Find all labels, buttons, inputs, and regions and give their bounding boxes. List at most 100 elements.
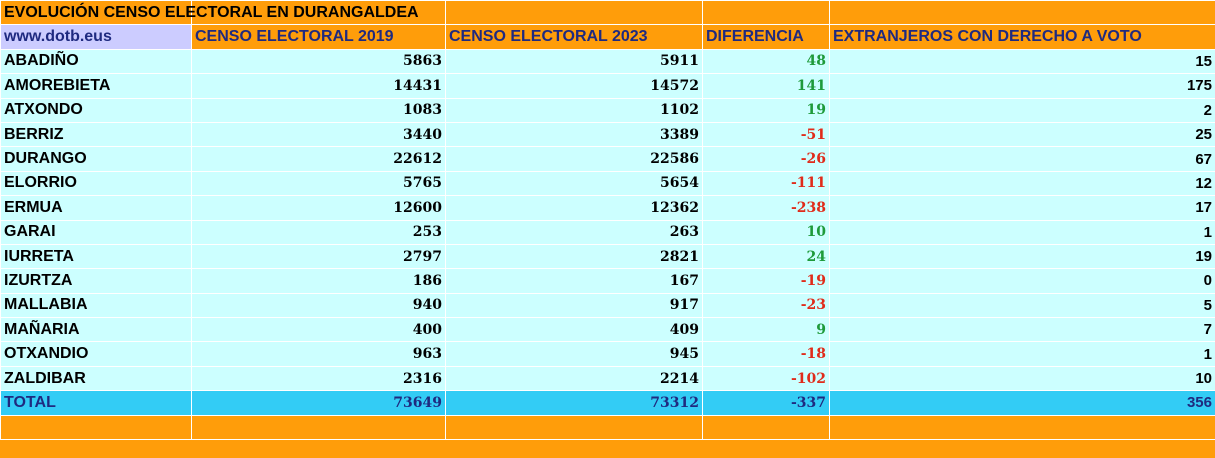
data-row: IZURTZA 186 167 -19 0	[0, 268, 1215, 294]
value-cell: -23	[702, 292, 830, 319]
value-cell: 5	[829, 292, 1215, 319]
value-cell: 2797	[191, 243, 446, 270]
empty-cell	[0, 414, 192, 441]
value-cell: 25	[829, 121, 1215, 148]
municipality: IURRETA	[0, 243, 192, 270]
value-cell: 175	[829, 73, 1215, 99]
value-cell: 12	[829, 170, 1215, 197]
value-cell: 12362	[445, 195, 703, 221]
value-cell: 10	[702, 219, 830, 245]
value-cell: 1102	[445, 97, 703, 123]
value-cell: 15	[829, 48, 1215, 75]
column-header: EXTRANJEROS CON DERECHO A VOTO	[829, 24, 1215, 50]
value-cell: 409	[445, 317, 703, 343]
value-cell: -18	[702, 341, 830, 367]
value-cell: 2316	[191, 365, 446, 392]
empty-cell	[445, 0, 703, 26]
value-cell: 17	[829, 195, 1215, 221]
value-cell: -26	[702, 146, 830, 172]
value-cell: 48	[702, 48, 830, 75]
value-cell: -19	[702, 268, 830, 294]
value-cell: 963	[191, 341, 446, 367]
value-cell: 186	[191, 268, 446, 294]
value-cell: 14431	[191, 73, 446, 99]
value-cell: 14572	[445, 73, 703, 99]
municipality: ELORRIO	[0, 170, 192, 197]
value-cell: 3389	[445, 121, 703, 148]
value-cell: 73649	[191, 390, 446, 416]
column-header: CENSO ELECTORAL 2023	[445, 24, 703, 50]
municipality: OTXANDIO	[0, 341, 192, 367]
value-cell: 22586	[445, 146, 703, 172]
value-cell: -51	[702, 121, 830, 148]
value-cell: 1	[829, 341, 1215, 367]
data-row: ZALDIBAR 2316 2214 -102 10	[0, 365, 1215, 392]
value-cell: 22612	[191, 146, 446, 172]
title-row: EVOLUCIÓN CENSO ELECTORAL EN DURANGALDEA	[0, 0, 1215, 26]
value-cell: 2	[829, 97, 1215, 123]
value-cell: 67	[829, 146, 1215, 172]
value-cell: 9	[702, 317, 830, 343]
data-row: ABADIÑO 5863 5911 48 15	[0, 48, 1215, 75]
data-row: ERMUA 12600 12362 -238 17	[0, 195, 1215, 221]
municipality: ZALDIBAR	[0, 365, 192, 392]
data-row: AMOREBIETA 14431 14572 141 175	[0, 73, 1215, 99]
municipality: AMOREBIETA	[0, 73, 192, 99]
data-row: OTXANDIO 963 945 -18 1	[0, 341, 1215, 367]
value-cell: 7	[829, 317, 1215, 343]
column-header: CENSO ELECTORAL 2019	[191, 24, 446, 50]
title: EVOLUCIÓN CENSO ELECTORAL EN DURANGALDEA	[0, 0, 419, 26]
municipality: ERMUA	[0, 195, 192, 221]
value-cell: 940	[191, 292, 446, 319]
municipality: IZURTZA	[0, 268, 192, 294]
data-row: ELORRIO 5765 5654 -111 12	[0, 170, 1215, 197]
value-cell: -238	[702, 195, 830, 221]
column-header: DIFERENCIA	[702, 24, 830, 50]
value-cell: 19	[702, 97, 830, 123]
empty-cell	[702, 0, 830, 26]
footer-row	[0, 414, 1215, 441]
data-row: DURANGO 22612 22586 -26 67	[0, 146, 1215, 172]
value-cell: 945	[445, 341, 703, 367]
data-row: MALLABIA 940 917 -23 5	[0, 292, 1215, 319]
value-cell: 400	[191, 317, 446, 343]
value-cell: 917	[445, 292, 703, 319]
census-table: EVOLUCIÓN CENSO ELECTORAL EN DURANGALDEA…	[0, 0, 1215, 441]
value-cell: 24	[702, 243, 830, 270]
data-row: MAÑARIA 400 409 9 7	[0, 317, 1215, 343]
value-cell: -337	[702, 390, 830, 416]
empty-cell	[191, 0, 446, 26]
data-row: IURRETA 2797 2821 24 19	[0, 243, 1215, 270]
empty-cell	[445, 414, 703, 441]
value-cell: 5765	[191, 170, 446, 197]
municipality: TOTAL	[0, 390, 192, 416]
value-cell: 141	[702, 73, 830, 99]
value-cell: 5863	[191, 48, 446, 75]
municipality: ABADIÑO	[0, 48, 192, 75]
value-cell: 12600	[191, 195, 446, 221]
value-cell: 167	[445, 268, 703, 294]
value-cell: 356	[829, 390, 1215, 416]
municipality: MAÑARIA	[0, 317, 192, 343]
data-row: BERRIZ 3440 3389 -51 25	[0, 121, 1215, 148]
municipality: BERRIZ	[0, 121, 192, 148]
empty-cell	[702, 414, 830, 441]
website: www.dotb.eus	[0, 24, 192, 50]
value-cell: 10	[829, 365, 1215, 392]
value-cell: 1	[829, 219, 1215, 245]
header-row: www.dotb.eus CENSO ELECTORAL 2019 CENSO EL…	[0, 24, 1215, 50]
value-cell: -102	[702, 365, 830, 392]
municipality: DURANGO	[0, 146, 192, 172]
municipality: ATXONDO	[0, 97, 192, 123]
data-row: GARAI 253 263 10 1	[0, 219, 1215, 245]
empty-cell	[829, 414, 1215, 441]
value-cell: 3440	[191, 121, 446, 148]
data-row: ATXONDO 1083 1102 19 2	[0, 97, 1215, 123]
value-cell: 2821	[445, 243, 703, 270]
value-cell: 2214	[445, 365, 703, 392]
municipality: MALLABIA	[0, 292, 192, 319]
empty-cell	[191, 414, 446, 441]
value-cell: 253	[191, 219, 446, 245]
value-cell: 19	[829, 243, 1215, 270]
